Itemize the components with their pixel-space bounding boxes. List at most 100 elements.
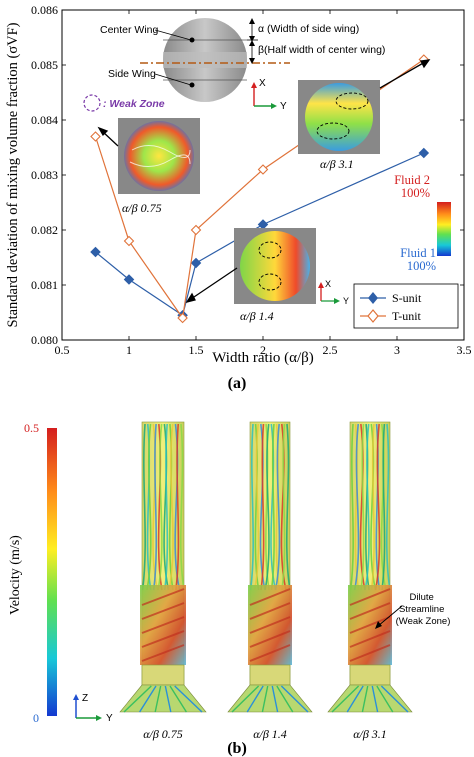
x-tick-label: 1.5 [189,343,204,357]
swirl-band [349,644,391,662]
swirl-band [349,630,391,648]
y-tick-label: 0.082 [31,223,58,237]
x-tick-label: 1 [126,343,132,357]
inset-ratio-3-1: α/β 3.1 [298,80,380,171]
inlet-streamline [371,685,379,713]
side-wing-label: Side Wing [108,68,156,80]
y-tick-label: 0.086 [31,3,58,17]
cross-section-diagram: Center Wing Side Wing α (Width of side w… [100,18,385,112]
inset-axis-y-label: Y [280,101,287,112]
inlet-streamline [231,685,260,713]
axes: 0.5 1 1.5 2 2.5 3 3.5 0.080 0.081 0.082 0.083 0.084… [31,3,472,357]
caption-ratio-0-75: α/β 0.75 [143,727,183,741]
legend-s-unit-marker [368,292,378,304]
y-tick-label: 0.084 [31,113,58,127]
inlet-streamline [154,685,162,713]
alpha-definition: α (Width of side wing) [258,23,359,35]
axis-z-label: Z [82,693,88,704]
panel-a-label: (a) [228,375,247,392]
weak-zone-marker [83,94,101,112]
point-t-unit [123,235,135,247]
legend-s-unit-label: S-unit [392,291,422,305]
mixer-1 [227,421,313,713]
streamline [175,423,180,591]
fluid-1-percent: 100% [407,259,436,273]
streamline [157,423,163,591]
inlet-streamline [271,685,279,713]
inlet-streamline [331,685,360,713]
streamline [141,423,146,591]
streamline [281,423,286,591]
inlet-streamline [246,685,264,713]
streamline [270,423,275,591]
series-line-s-unit [95,152,425,317]
streamline [264,423,270,591]
inlet-streamline [380,685,409,713]
axis-y-label: Y [106,713,113,724]
legend-t-unit-marker [367,309,379,323]
x-tick-label: 0.5 [55,343,70,357]
swirl-band [141,644,185,662]
y-tick-label: 0.085 [31,58,58,72]
pipe-collar [249,664,291,686]
swirl-band [249,616,291,634]
swirl-band [249,602,291,620]
velocity-title: Velocity (m/s) [8,535,23,615]
panel-b: 0.5 0 Velocity (m/s) Z Y Dilute Streamli… [8,421,450,757]
panel-a: 0.5 1 1.5 2 2.5 3 3.5 0.080 0.081 0.082 0.083 0.084… [5,3,472,392]
legend: S-unit T-unit [353,283,459,329]
x-axis-label: Width ratio (α/β) [212,350,314,366]
weak-zone-label: : Weak Zone [103,98,165,110]
dilute-arrow [377,605,403,627]
inlet-streamline [280,685,309,713]
pipe-collar [141,664,185,686]
streamline [381,423,386,591]
inlet-cone [227,684,313,713]
inset-1-4-axis-x: X [325,279,331,289]
streamline [364,423,370,591]
x-tick-label: 3 [394,343,400,357]
streamline [353,423,360,591]
streamline [152,423,158,591]
point-t-unit [90,131,101,142]
streamline [168,423,174,591]
velocity-max-label: 0.5 [24,421,39,435]
velocity-colorbar [47,428,57,716]
swirl-band [141,588,185,606]
streamline [360,423,365,591]
swirl-band [141,616,185,634]
inset-0-75-caption: α/β 0.75 [122,201,162,215]
swirl-band [349,588,391,606]
inlet-streamline [376,685,394,713]
series-line-t-unit [94,59,425,320]
point-t-unit [190,224,202,236]
fluid-1-label: Fluid 1 [400,246,436,260]
inlet-streamline [276,685,294,713]
streamline [253,423,260,591]
streamline [385,423,391,591]
inlet-cone [119,684,207,713]
inset-ratio-1-4: X Y α/β 1.4 [234,228,349,323]
x-tick-label: 2.5 [323,343,338,357]
fluid-2-label: Fluid 2 [394,173,430,187]
point-s-unit [257,219,269,230]
pointer-arrows [97,59,431,304]
inlet-streamline [361,685,369,713]
y-tick-label: 0.080 [31,333,58,347]
inlet-streamline [139,685,157,713]
x-tick-label: 3.5 [457,343,472,357]
point-s-unit [123,274,135,285]
series-layer [90,54,430,324]
swirl-band [349,602,391,620]
pipe-collar [349,664,391,686]
streamline [274,423,281,591]
swirl-band [349,616,391,634]
streamline [249,423,254,591]
y-axis-label: Standard deviation of mixing volume frac… [5,22,21,327]
swirl-band [141,630,185,648]
legend-t-unit-label: T-unit [392,309,422,323]
swirl-band [249,588,291,606]
inset-1-4-caption: α/β 1.4 [240,309,274,323]
point-s-unit [190,257,202,269]
fluid-colorbar: Fluid 2 100% Fluid 1 100% [394,173,451,273]
